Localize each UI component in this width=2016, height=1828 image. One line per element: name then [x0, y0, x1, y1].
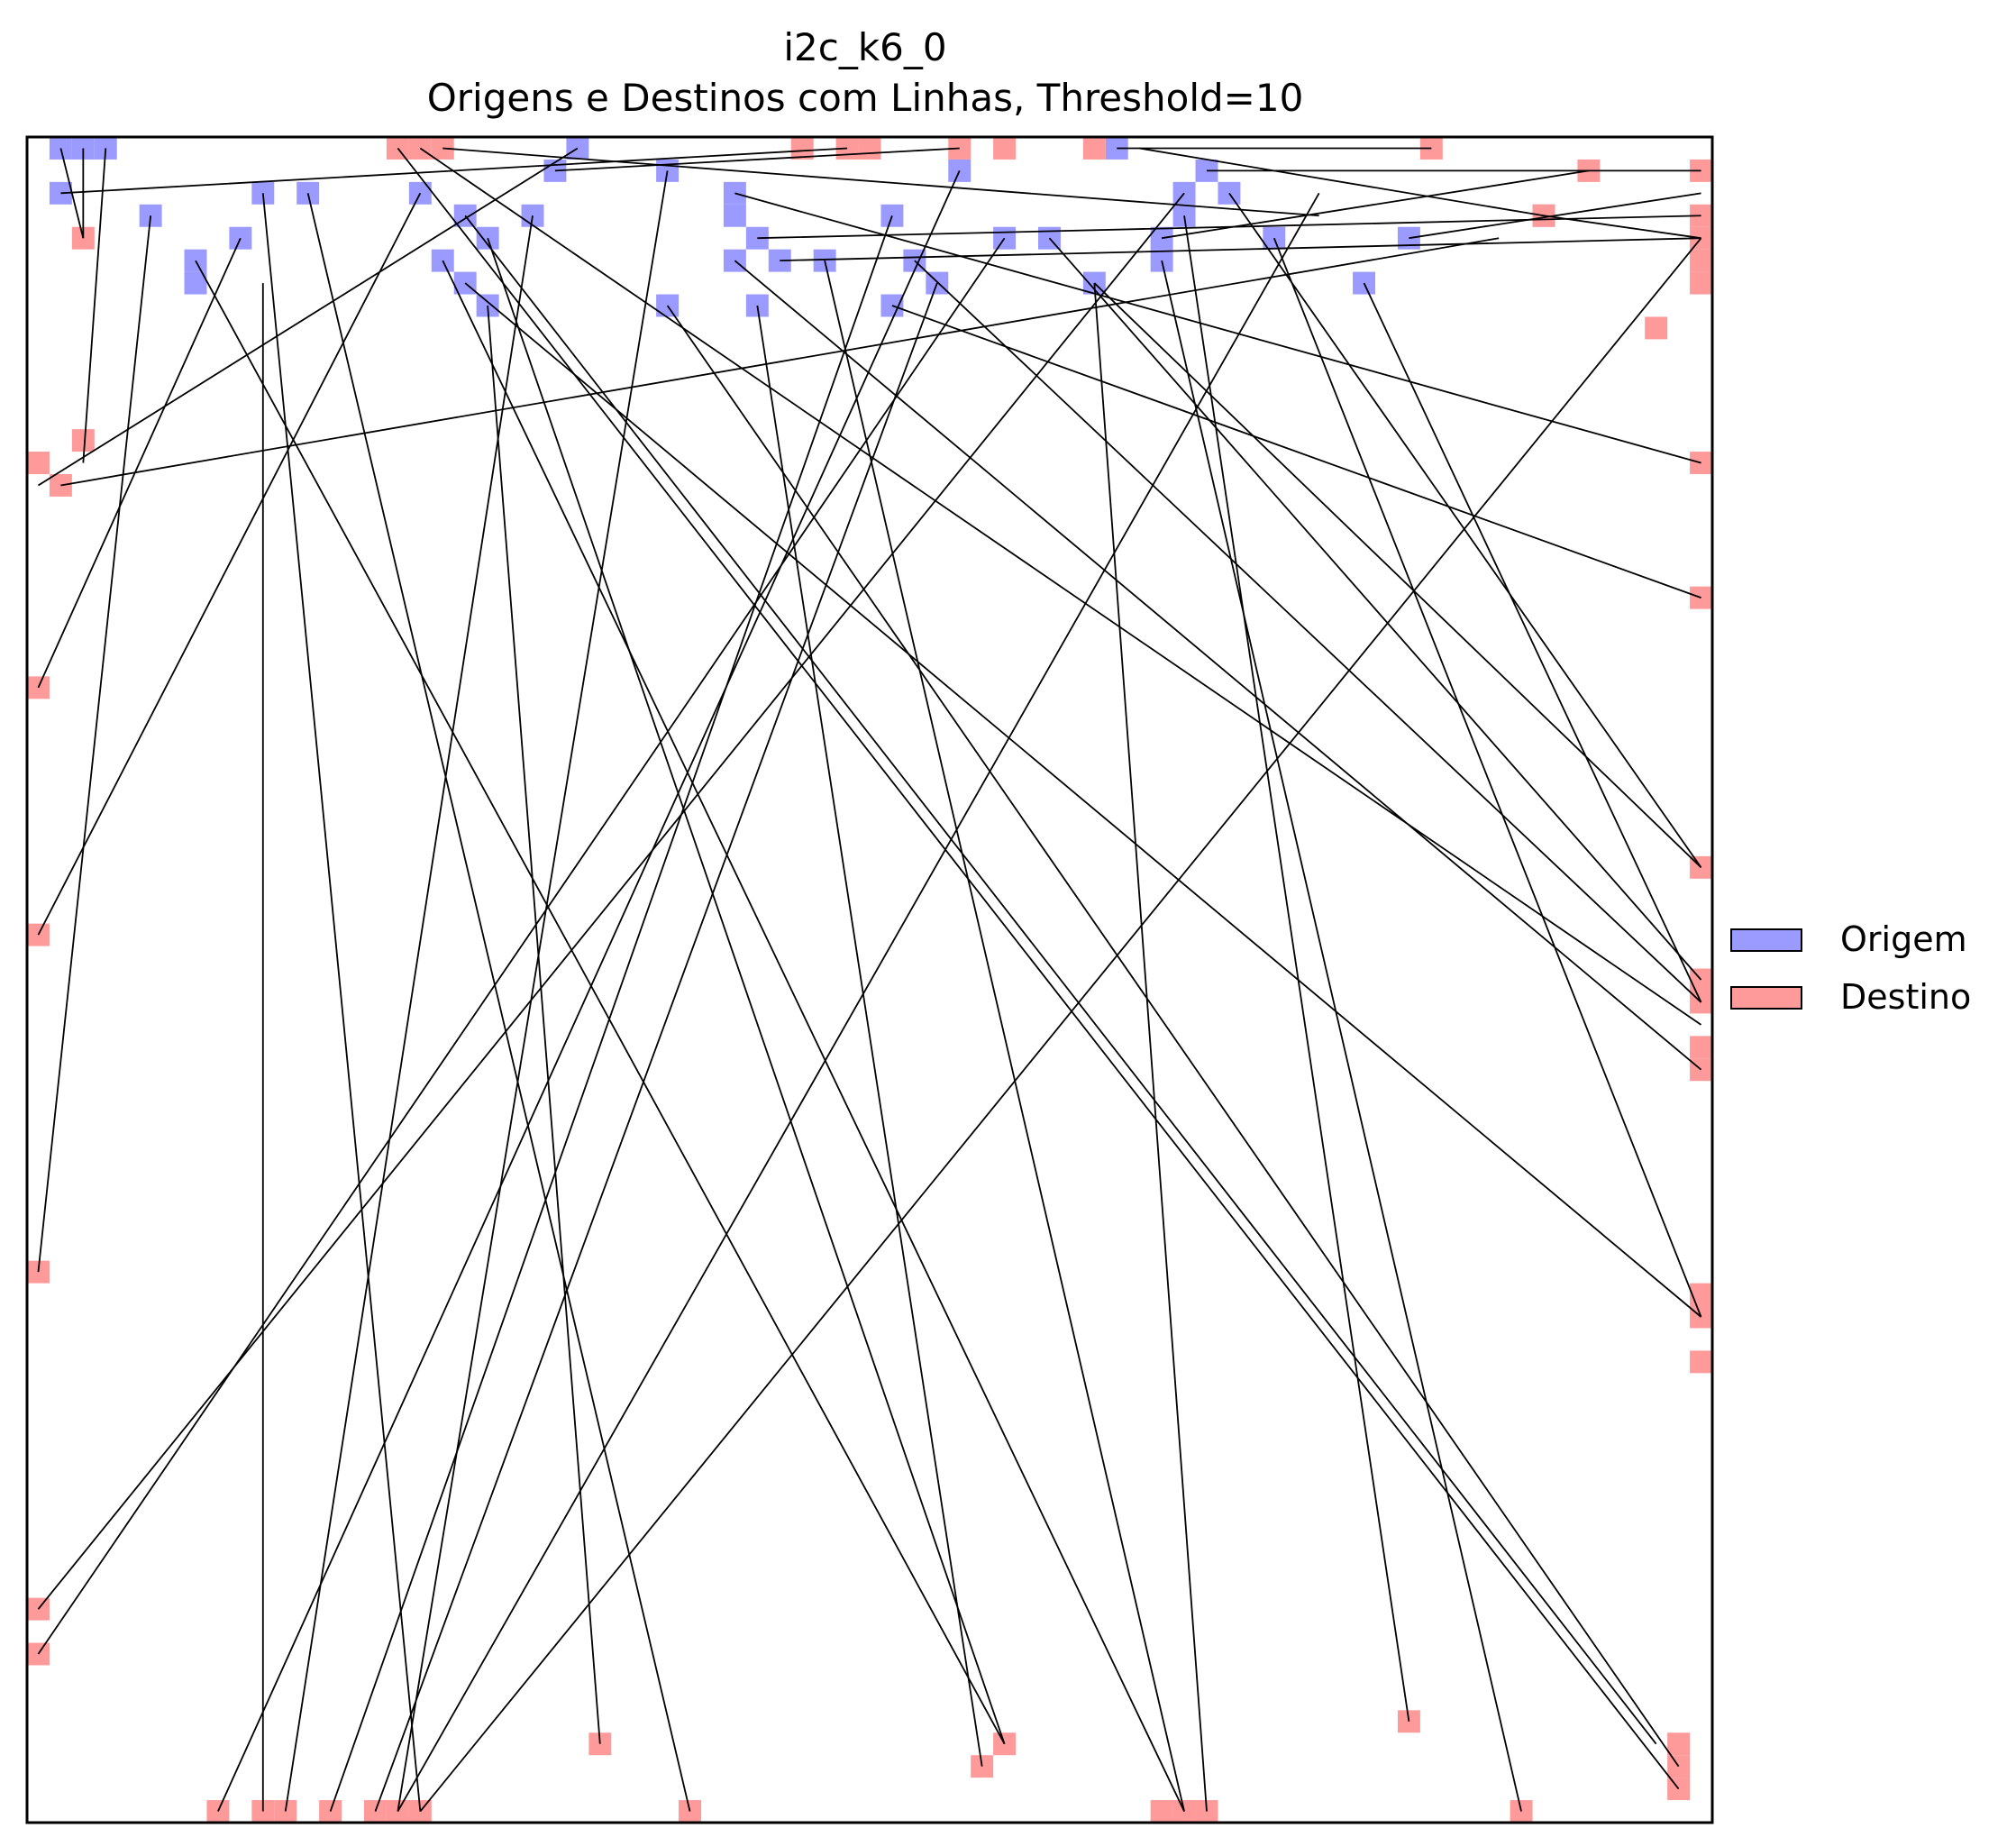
chart-title: i2c_k6_0: [783, 25, 947, 69]
connection-line: [666, 305, 1680, 1768]
connection-line: [1363, 282, 1702, 1003]
connection-line: [487, 305, 601, 1744]
connection-line: [464, 282, 1702, 1318]
chart-subtitle: Origens e Destinos com Linhas, Threshold…: [426, 76, 1304, 120]
connection-line: [554, 147, 960, 172]
origin-marker: [566, 137, 589, 160]
connection-line: [60, 237, 1500, 487]
connection-line: [442, 260, 1185, 1812]
destination-markers: [27, 137, 1712, 1823]
connection-line: [397, 170, 669, 1812]
connection-line: [1093, 282, 1702, 868]
legend-label-origin: Origem: [1840, 919, 1967, 959]
origin-marker: [813, 249, 836, 272]
destination-marker: [858, 137, 881, 160]
connection-line: [397, 147, 1680, 1790]
origin-marker: [184, 249, 207, 272]
connection-line: [82, 148, 107, 463]
destination-marker: [27, 452, 50, 474]
origin-marker: [656, 159, 680, 182]
connection-line: [1048, 237, 1702, 981]
connection-line: [780, 237, 1701, 262]
connection-line: [37, 192, 1185, 1610]
connection-line: [891, 305, 1701, 599]
legend-swatch-origin: [1730, 928, 1802, 952]
connection-line: [1273, 237, 1702, 1318]
connection-line: [734, 192, 1701, 464]
connection-line: [1183, 215, 1410, 1722]
origin-marker: [1150, 249, 1173, 272]
connection-line: [374, 282, 938, 1812]
connection-line: [1409, 192, 1701, 240]
origin-marker: [948, 159, 972, 182]
origin-markers: [49, 137, 1555, 317]
connection-line: [37, 192, 422, 936]
legend-item-origin: Origem: [1730, 921, 2001, 957]
origin-marker: [723, 204, 746, 227]
destination-marker: [386, 137, 409, 160]
connection-line: [37, 215, 152, 1273]
destination-marker: [790, 137, 814, 160]
connection-line: [37, 237, 1006, 1655]
connection-line: [824, 260, 1185, 1812]
connection-line: [1139, 147, 1545, 217]
connection-line: [734, 260, 1702, 1071]
connection-line: [195, 260, 1006, 1745]
connection-line: [284, 215, 534, 1812]
connection-line: [442, 147, 1319, 217]
destination-marker: [206, 1800, 230, 1823]
connection-line: [329, 215, 893, 1812]
connection-line: [914, 260, 1702, 1003]
destination-marker: [1690, 1058, 1712, 1082]
legend-swatch-destination: [1730, 986, 1802, 1010]
legend-label-destination: Destino: [1840, 977, 1972, 1017]
plot-frame: [25, 135, 1714, 1824]
connection-line: [306, 193, 691, 1812]
connection-line: [261, 193, 422, 1812]
connection-line: [397, 192, 1320, 1812]
destination-marker: [1082, 137, 1106, 160]
connection-line: [1161, 169, 1590, 240]
connection-line: [37, 147, 579, 487]
destination-marker: [993, 1732, 1017, 1756]
connection-line: [1093, 283, 1208, 1812]
destination-marker: [71, 429, 95, 452]
destination-marker: [1667, 1732, 1691, 1756]
connection-line: [217, 170, 961, 1812]
destination-marker: [1690, 1283, 1712, 1306]
connection-line: [419, 237, 1702, 1813]
destination-marker: [1690, 1350, 1712, 1374]
destination-marker: [319, 1800, 342, 1823]
origin-marker: [723, 249, 746, 272]
destination-marker: [993, 137, 1017, 160]
connection-line: [1543, 215, 1701, 240]
destination-marker: [27, 676, 50, 699]
connection-line: [1228, 192, 1702, 868]
origin-marker: [431, 249, 454, 272]
connection-line: [756, 305, 983, 1767]
destination-marker: [1645, 316, 1668, 340]
connection-line: [419, 147, 1702, 1026]
connection-line: [1161, 260, 1522, 1812]
connection-line: [487, 237, 1006, 1745]
connection-lines: [37, 147, 1702, 1813]
destination-marker: [408, 137, 432, 160]
destination-marker: [1690, 271, 1712, 295]
legend-item-destination: Destino: [1730, 979, 2001, 1015]
connection-line: [464, 215, 1657, 1745]
destination-marker: [386, 1800, 409, 1823]
connection-line: [37, 237, 242, 689]
destination-marker: [1690, 1036, 1712, 1059]
destination-marker: [1150, 1800, 1173, 1823]
origin-marker: [1353, 271, 1375, 295]
destination-marker: [1690, 249, 1712, 272]
